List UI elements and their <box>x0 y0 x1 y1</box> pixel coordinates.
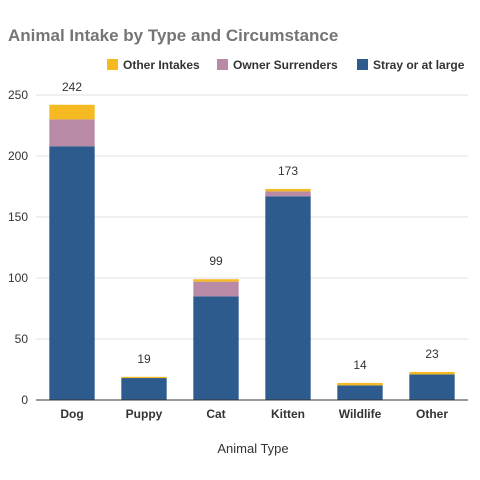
x-axis-labels: Dog Puppy Cat Kitten Wildlife Other <box>60 407 448 421</box>
bar-puppy-series-2 <box>121 376 167 379</box>
y-tick-label: 150 <box>8 210 28 224</box>
legend-label-owner-surrenders: Owner Surrenders <box>233 58 338 72</box>
bar-dog-series-0 <box>49 146 95 400</box>
x-tick-label: Other <box>416 407 448 421</box>
y-tick-label: 50 <box>15 332 29 346</box>
bar-total-label: 173 <box>278 164 298 178</box>
x-axis-title: Animal Type <box>217 441 288 456</box>
x-tick-label: Cat <box>206 407 225 421</box>
bar-puppy-series-0 <box>121 378 167 400</box>
bar-cat-series-0 <box>193 296 239 400</box>
legend-swatch-stray <box>357 59 368 70</box>
bar-kitten-series-2 <box>265 188 311 192</box>
bar-wildlife-series-0 <box>337 385 383 400</box>
x-tick-label: Puppy <box>126 407 163 421</box>
bar-totals: 242 19 99 173 14 23 <box>62 80 439 372</box>
legend-label-other-intakes: Other Intakes <box>123 58 200 72</box>
bar-wildlife-series-2 <box>337 382 383 386</box>
bar-other-series-0 <box>409 374 455 400</box>
bar-total-label: 23 <box>425 347 439 361</box>
legend-swatch-other-intakes <box>107 59 118 70</box>
bar-cat-series-1 <box>193 281 239 297</box>
gridlines <box>36 94 468 340</box>
bar-kitten-series-1 <box>265 191 311 197</box>
bar-dog-series-1 <box>49 119 95 147</box>
y-tick-label: 250 <box>8 88 28 102</box>
legend-label-stray: Stray or at large <box>373 58 465 72</box>
bar-dog-series-2 <box>49 104 95 120</box>
bar-kitten-series-0 <box>265 196 311 400</box>
bar-total-label: 14 <box>353 358 367 372</box>
y-tick-label: 100 <box>8 271 28 285</box>
y-tick-label: 0 <box>21 393 28 407</box>
bar-total-label: 99 <box>209 254 223 268</box>
bar-cat-series-2 <box>193 279 239 282</box>
bars <box>49 104 455 400</box>
chart-title: Animal Intake by Type and Circumstance <box>8 26 338 45</box>
y-axis-ticks: 0 50 100 150 200 250 <box>8 88 28 407</box>
y-tick-label: 200 <box>8 149 28 163</box>
x-tick-label: Wildlife <box>339 407 382 421</box>
legend: Other Intakes Owner Surrenders Stray or … <box>107 58 465 72</box>
x-tick-label: Kitten <box>271 407 305 421</box>
bar-total-label: 242 <box>62 80 82 94</box>
bar-other-series-2 <box>409 371 455 375</box>
legend-swatch-owner-surrenders <box>217 59 228 70</box>
bar-total-label: 19 <box>137 352 151 366</box>
x-tick-label: Dog <box>60 407 83 421</box>
